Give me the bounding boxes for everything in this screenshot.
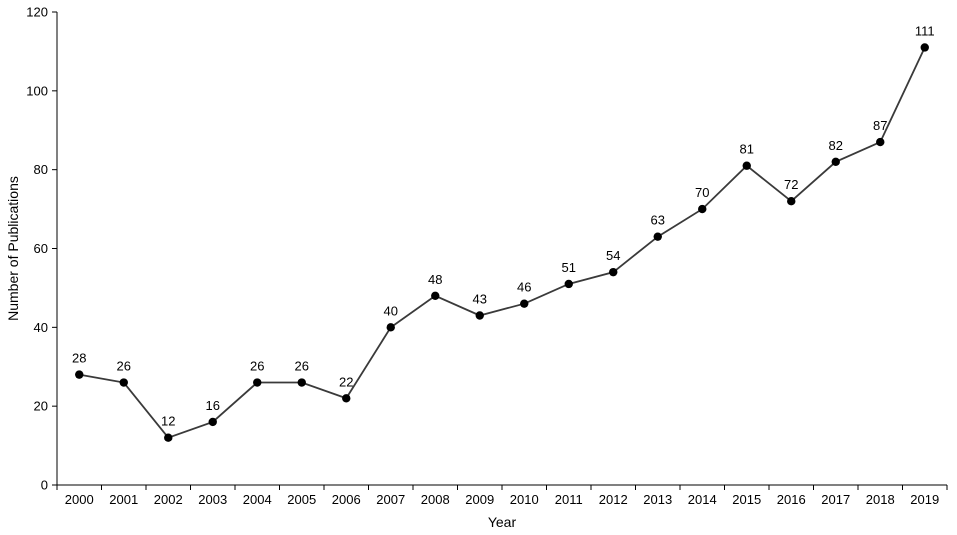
x-axis-title: Year <box>488 514 517 530</box>
data-point <box>386 323 395 332</box>
data-point <box>564 279 573 289</box>
data-point <box>920 43 929 52</box>
y-tick-label: 40 <box>34 320 48 335</box>
x-tick-label: 2018 <box>866 492 895 507</box>
data-label: 46 <box>517 280 531 295</box>
y-axis-title: Number of Publications <box>5 176 21 321</box>
data-point <box>787 197 796 206</box>
axes <box>56 12 947 486</box>
x-tick-label: 2006 <box>332 492 361 507</box>
data-labels: 28 26 12 16 26 26 22 40 48 43 46 51 54 63 70 81 72 82 87 11… <box>72 23 935 428</box>
data-point <box>653 232 662 241</box>
data-point <box>342 394 351 403</box>
data-label: 28 <box>72 351 86 366</box>
x-tick-label: 2014 <box>688 492 717 507</box>
x-tick-label: 2017 <box>821 492 850 507</box>
x-tick-label: 2019 <box>910 492 939 507</box>
data-label: 72 <box>784 177 798 192</box>
data-label: 70 <box>695 185 709 200</box>
data-label: 82 <box>829 138 843 153</box>
x-tick-label: 2008 <box>421 492 450 507</box>
x-tick-label: 2002 <box>154 492 183 507</box>
x-ticks: 2000 2001 2002 2003 2004 2005 2006 2007 2008 2009… <box>56 485 948 507</box>
data-point <box>742 161 751 170</box>
data-label: 22 <box>339 374 353 389</box>
data-point <box>831 157 840 166</box>
data-label: 16 <box>206 398 220 413</box>
data-point <box>297 378 306 387</box>
data-label: 26 <box>250 359 264 374</box>
data-label: 48 <box>428 272 442 287</box>
data-point <box>520 299 529 308</box>
x-tick-label: 2000 <box>65 492 94 507</box>
data-label: 87 <box>873 118 887 133</box>
data-points <box>75 43 929 442</box>
x-tick-label: 2009 <box>465 492 494 507</box>
x-tick-label: 2012 <box>599 492 628 507</box>
data-label: 51 <box>562 260 576 275</box>
data-label: 111 <box>915 23 935 38</box>
x-tick-label: 2005 <box>287 492 316 507</box>
data-label: 63 <box>651 213 665 228</box>
data-point <box>164 433 173 442</box>
data-point <box>119 378 128 387</box>
data-label: 81 <box>740 142 754 157</box>
data-point <box>475 311 484 320</box>
x-tick-label: 2011 <box>555 492 583 507</box>
data-label: 12 <box>161 414 175 429</box>
data-point <box>253 378 262 387</box>
y-ticks: 0 20 40 60 80 100 120 <box>26 5 57 493</box>
data-point <box>208 417 217 427</box>
data-label: 54 <box>606 248 620 263</box>
x-tick-label: 2001 <box>109 492 138 507</box>
x-tick-label: 2004 <box>243 492 272 507</box>
y-tick-label: 120 <box>26 5 48 20</box>
x-tick-label: 2010 <box>510 492 539 507</box>
data-point <box>698 204 707 214</box>
data-label: 40 <box>384 303 398 318</box>
data-point <box>609 267 618 277</box>
x-tick-label: 2003 <box>198 492 227 507</box>
x-tick-label: 2016 <box>777 492 806 507</box>
y-tick-label: 100 <box>26 83 48 98</box>
data-point <box>75 370 84 379</box>
y-tick-label: 80 <box>34 162 48 177</box>
data-point <box>431 291 440 300</box>
data-label: 26 <box>295 359 309 374</box>
x-tick-label: 2015 <box>732 492 761 507</box>
x-tick-label: 2013 <box>643 492 672 507</box>
data-label: 43 <box>473 292 487 307</box>
y-tick-label: 60 <box>34 241 48 256</box>
x-tick-label: 2007 <box>376 492 405 507</box>
data-label: 26 <box>117 359 131 374</box>
series-line <box>79 47 926 439</box>
y-tick-label: 20 <box>34 399 48 414</box>
data-point <box>876 137 885 147</box>
y-tick-label: 0 <box>41 478 48 493</box>
